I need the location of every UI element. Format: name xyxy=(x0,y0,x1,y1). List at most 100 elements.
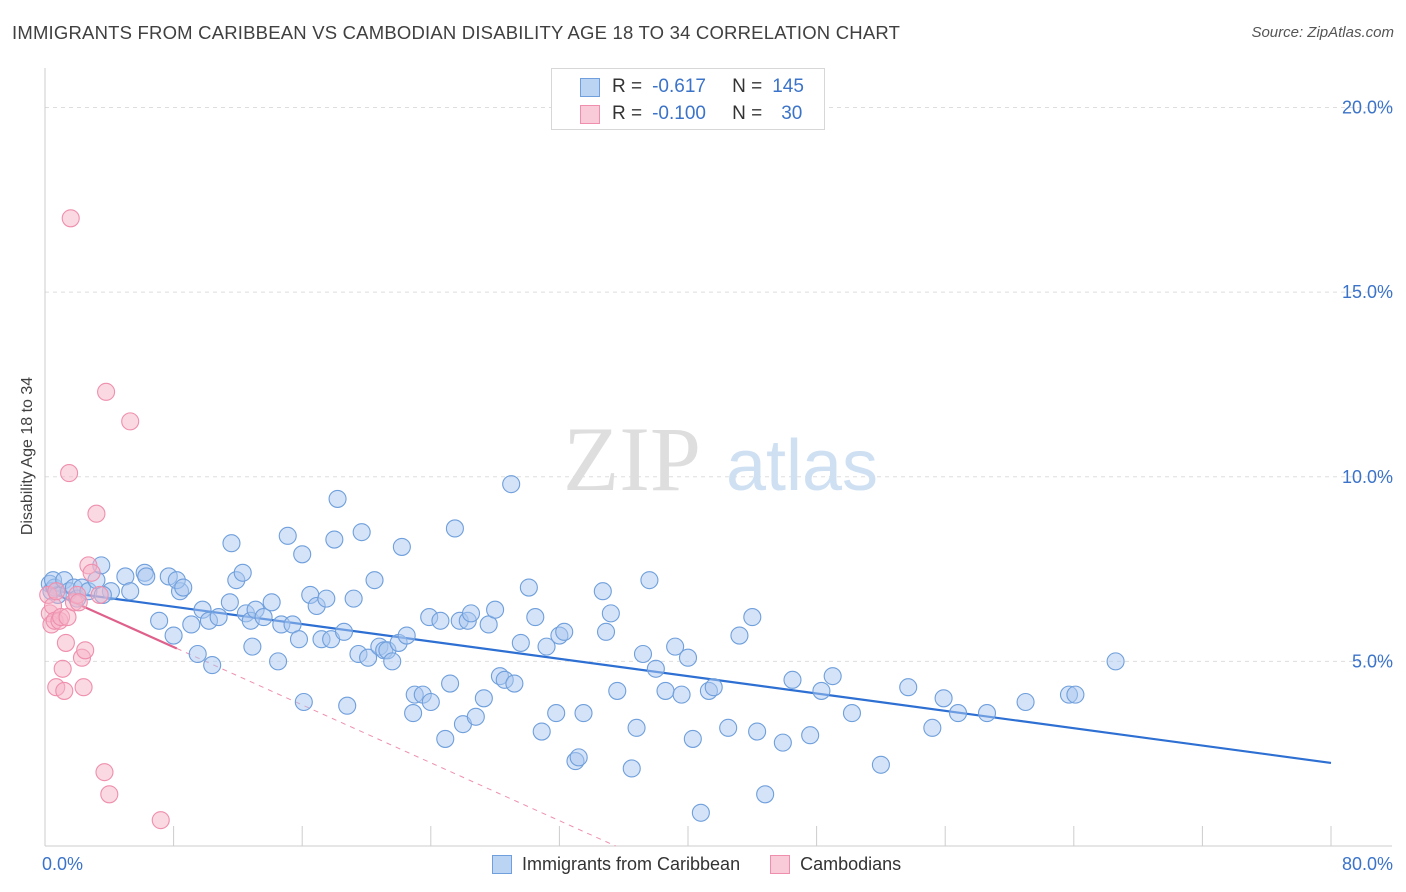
cambodian-point xyxy=(100,785,119,804)
caribbean-point xyxy=(421,692,440,712)
caribbean-point xyxy=(486,600,505,619)
caribbean-point xyxy=(871,755,890,774)
caribbean-point xyxy=(203,656,222,675)
cambodian-point xyxy=(56,633,75,652)
caribbean-point xyxy=(622,759,641,778)
stats-row-caribbean: R = -0.617 N = 145 xyxy=(552,75,804,99)
caribbean-point xyxy=(334,622,354,641)
cambodian-point xyxy=(69,593,88,612)
y-tick-label: 15.0% xyxy=(1342,282,1393,302)
caribbean-point xyxy=(220,593,239,612)
caribbean-point xyxy=(574,704,593,723)
legend-label-cambodians: Cambodians xyxy=(800,853,902,874)
x-tick-label-max: 80.0% xyxy=(1342,854,1393,874)
caribbean-point xyxy=(254,608,273,627)
legend-item-cambodians[interactable]: Cambodians xyxy=(770,854,901,875)
caribbean-point xyxy=(222,534,241,553)
y-tick-label: 20.0% xyxy=(1342,98,1393,118)
caribbean-point xyxy=(743,608,762,627)
caribbean-point xyxy=(188,644,207,664)
caribbean-point xyxy=(502,475,521,494)
caribbean-point xyxy=(404,704,423,723)
caribbean-point xyxy=(511,633,530,652)
caribbean-point xyxy=(532,722,551,741)
caribbean-point xyxy=(325,530,344,549)
caribbean-point xyxy=(569,748,588,767)
cambodian-point xyxy=(53,659,72,678)
caribbean-point xyxy=(537,637,556,656)
cambodian-point xyxy=(76,641,95,660)
bottom-legend: Immigrants from Caribbean Cambodians xyxy=(492,852,931,876)
caribbean-point xyxy=(352,523,371,542)
legend-item-caribbean[interactable]: Immigrants from Caribbean xyxy=(492,854,740,875)
cambodian-point xyxy=(121,412,140,431)
caribbean-point xyxy=(719,718,738,737)
caribbean-point xyxy=(526,608,545,627)
caribbean-point xyxy=(397,626,416,645)
caribbean-point xyxy=(593,582,612,601)
cambodian-point xyxy=(82,563,101,582)
caribbean-point xyxy=(547,704,566,723)
caribbean-point xyxy=(678,648,698,667)
caribbean-point xyxy=(949,704,968,723)
n-label: N = xyxy=(732,103,763,124)
cambodian-point xyxy=(61,209,80,228)
pink-swatch xyxy=(580,104,600,124)
cambodian-point xyxy=(47,582,66,601)
caribbean-point xyxy=(289,630,309,649)
caribbean-point xyxy=(383,652,402,671)
caribbean-point xyxy=(328,489,347,508)
caribbean-point xyxy=(317,589,336,608)
caribbean-point xyxy=(436,729,455,748)
caribbean-point xyxy=(392,537,411,556)
caribbean-point xyxy=(691,803,710,822)
r-value-cambodian: -0.100 xyxy=(652,103,706,124)
caribbean-point xyxy=(773,733,792,752)
caribbean-point xyxy=(666,637,685,656)
cambodian-point xyxy=(74,678,93,697)
data-points xyxy=(39,209,1125,830)
caribbean-point xyxy=(1016,692,1035,712)
watermark-atlas: atlas xyxy=(726,426,878,506)
caribbean-point xyxy=(294,692,313,712)
caribbean-point xyxy=(243,637,262,656)
caribbean-point xyxy=(596,622,616,641)
caribbean-point xyxy=(164,626,183,645)
caribbean-point xyxy=(1106,652,1125,671)
caribbean-point xyxy=(121,582,140,601)
cambodian-point xyxy=(87,504,106,523)
caribbean-point xyxy=(783,670,802,689)
caribbean-point xyxy=(293,545,312,564)
caribbean-point xyxy=(730,626,749,645)
n-label: N = xyxy=(732,76,763,97)
caribbean-point xyxy=(555,622,574,641)
caribbean-point xyxy=(445,519,464,538)
cambodian-point xyxy=(151,811,170,830)
caribbean-point xyxy=(640,571,659,590)
caribbean-point xyxy=(519,578,538,597)
caribbean-point xyxy=(359,648,378,667)
source-credit: Source: ZipAtlas.com xyxy=(1251,24,1394,41)
caribbean-point xyxy=(977,704,997,723)
x-tick-label-min: 0.0% xyxy=(42,854,83,874)
caribbean-point xyxy=(338,696,357,715)
trend-lines xyxy=(44,588,1332,847)
caribbean-point xyxy=(812,681,831,700)
caribbean-point xyxy=(262,593,281,612)
legend-swatch-pink xyxy=(770,854,791,874)
chart-title: IMMIGRANTS FROM CARIBBEAN VS CAMBODIAN D… xyxy=(12,22,901,43)
caribbean-point xyxy=(209,608,228,627)
blue-swatch xyxy=(580,77,600,97)
caribbean-point xyxy=(233,563,252,582)
caribbean-point xyxy=(431,611,450,630)
caribbean-point xyxy=(923,718,942,737)
caribbean-point xyxy=(704,678,723,697)
caribbean-point xyxy=(174,578,193,597)
watermark-zip: ZIP xyxy=(563,408,701,510)
cambodian-point xyxy=(55,681,74,700)
caribbean-point xyxy=(842,704,862,723)
stats-row-cambodian: R = -0.100 N = 30 xyxy=(552,102,802,126)
caribbean-point xyxy=(461,604,481,623)
cambodian-point xyxy=(95,763,114,782)
